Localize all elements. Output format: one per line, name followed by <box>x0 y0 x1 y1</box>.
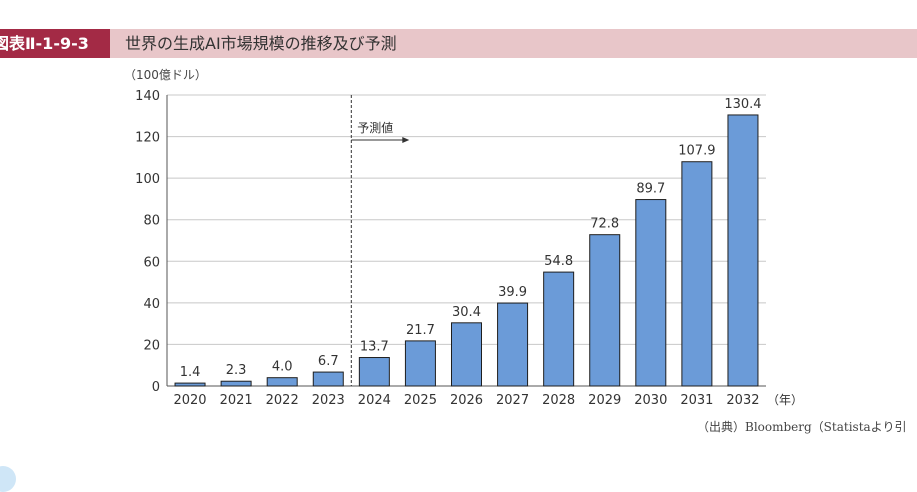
figure-number: 図表Ⅱ-1-9-3 <box>0 34 89 53</box>
bar <box>451 322 482 387</box>
data-label: 89.7 <box>636 182 665 197</box>
data-label: 6.7 <box>318 354 339 369</box>
y-tick-label: 0 <box>152 380 160 395</box>
x-tick-label: 2020 <box>173 393 206 408</box>
y-tick-label: 60 <box>143 255 160 270</box>
bar <box>404 340 436 387</box>
data-label: 21.7 <box>406 323 435 338</box>
x-tick-label: 2026 <box>450 393 483 408</box>
y-tick-label: 100 <box>135 172 160 187</box>
x-tick-label: 2032 <box>726 393 759 408</box>
bar <box>681 161 713 387</box>
forecast-label: 予測値 <box>357 120 393 135</box>
x-tick-label: 2024 <box>358 393 391 408</box>
bar <box>220 380 252 387</box>
bar <box>497 302 529 387</box>
bar-chart: 0 20 40 60 80 100 120 140 1.4 2020 2.3 2021 4.0 2022 6… <box>135 89 803 408</box>
data-label: 72.8 <box>590 217 619 232</box>
data-label: 107.9 <box>678 144 715 159</box>
bar <box>174 382 206 387</box>
y-tick-label: 140 <box>135 89 160 104</box>
bar <box>543 271 575 387</box>
x-tick-label: 2027 <box>496 393 529 408</box>
data-label: 1.4 <box>180 365 201 380</box>
data-label: 30.4 <box>452 305 481 320</box>
bar <box>635 199 667 387</box>
chart-header-bar <box>0 29 917 58</box>
chart-title: 世界の生成AI市場規模の推移及び予測 <box>125 34 397 53</box>
x-tick-label: 2025 <box>404 393 437 408</box>
bar <box>266 377 298 387</box>
data-label: 54.8 <box>544 254 573 269</box>
data-label: 13.7 <box>360 340 389 355</box>
forecast-arrow-head <box>402 137 410 143</box>
y-tick-label: 40 <box>143 297 160 312</box>
x-tick-label: 2022 <box>266 393 299 408</box>
x-tick-label: 2023 <box>312 393 345 408</box>
source-note: （出典）Bloomberg（Statistaより引 <box>697 420 907 434</box>
data-label: 39.9 <box>498 285 527 300</box>
bar <box>312 371 344 387</box>
x-tick-label: 2028 <box>542 393 575 408</box>
data-label: 4.0 <box>272 360 293 375</box>
y-tick-label: 120 <box>135 131 160 146</box>
bar <box>589 234 621 387</box>
x-tick-label: 2029 <box>588 393 621 408</box>
data-label: 130.4 <box>724 97 761 112</box>
y-tick-label: 80 <box>143 214 160 229</box>
y-axis-unit-label: （100億ドル） <box>124 68 207 82</box>
x-tick-label: 2031 <box>680 393 713 408</box>
figure-number-tag: 図表Ⅱ-1-9-3 <box>0 29 110 58</box>
y-tick-label: 20 <box>143 338 160 353</box>
x-tick-label: 2030 <box>634 393 667 408</box>
bar <box>727 114 759 387</box>
x-axis-unit-label: （年） <box>767 393 803 407</box>
bar <box>358 357 390 387</box>
x-tick-label: 2021 <box>220 393 253 408</box>
data-label: 2.3 <box>226 363 247 378</box>
